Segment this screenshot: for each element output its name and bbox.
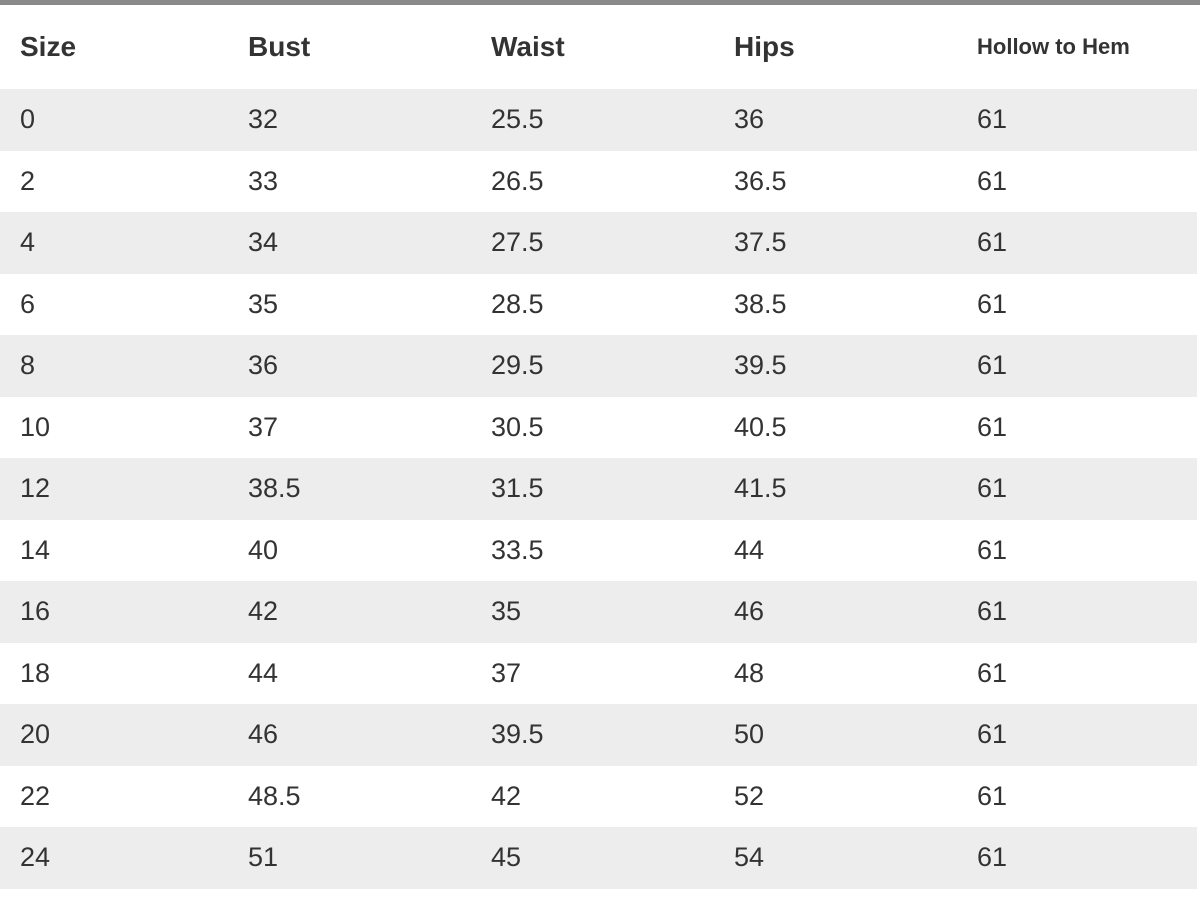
cell-bust: 40 (248, 534, 279, 565)
cell-bust: 42 (248, 596, 279, 627)
cell-size: 12 (20, 473, 51, 504)
cell-size: 22 (20, 780, 51, 811)
cell-waist: 30.5 (491, 411, 544, 442)
cell-waist: 26.5 (491, 165, 544, 196)
table-row: 0 32 25.5 36 61 (0, 89, 1197, 151)
cell-bust: 32 (248, 104, 279, 135)
cell-waist: 37 (491, 657, 522, 688)
table-row: 12 38.5 31.5 41.5 61 (0, 458, 1197, 520)
cell-size: 4 (20, 227, 36, 258)
cell-hips: 38.5 (734, 288, 787, 319)
cell-waist: 31.5 (491, 473, 544, 504)
cell-hips: 36.5 (734, 165, 787, 196)
table-row: 10 37 30.5 40.5 61 (0, 397, 1197, 459)
size-chart-table: Size Bust Waist Hips Hollow to Hem 0 32 25… (0, 5, 1197, 889)
cell-size: 18 (20, 657, 51, 688)
top-border (0, 0, 1200, 5)
cell-bust: 44 (248, 657, 279, 688)
cell-bust: 38.5 (248, 473, 301, 504)
cell-hollow-to-hem: 61 (977, 104, 1008, 135)
cell-bust: 51 (248, 842, 279, 873)
header-row: Size Bust Waist Hips Hollow to Hem (0, 5, 1197, 89)
cell-bust: 33 (248, 165, 279, 196)
cell-hips: 39.5 (734, 350, 787, 381)
cell-hips: 41.5 (734, 473, 787, 504)
cell-size: 6 (20, 288, 36, 319)
cell-hips: 50 (734, 719, 765, 750)
table-row: 20 46 39.5 50 61 (0, 704, 1197, 766)
cell-size: 2 (20, 165, 36, 196)
header-bust: Bust (248, 31, 311, 62)
cell-hollow-to-hem: 61 (977, 719, 1008, 750)
cell-waist: 28.5 (491, 288, 544, 319)
cell-hips: 46 (734, 596, 765, 627)
table-row: 16 42 35 46 61 (0, 581, 1197, 643)
cell-hollow-to-hem: 61 (977, 165, 1008, 196)
cell-hips: 37.5 (734, 227, 787, 258)
cell-size: 0 (20, 104, 36, 135)
table-row: 14 40 33.5 44 61 (0, 520, 1197, 582)
cell-hollow-to-hem: 61 (977, 534, 1008, 565)
cell-hips: 40.5 (734, 411, 787, 442)
cell-hips: 54 (734, 842, 765, 873)
cell-hollow-to-hem: 61 (977, 227, 1008, 258)
cell-waist: 33.5 (491, 534, 544, 565)
cell-waist: 39.5 (491, 719, 544, 750)
header-hollow-to-hem: Hollow to Hem (977, 34, 1130, 59)
cell-hollow-to-hem: 61 (977, 842, 1008, 873)
cell-bust: 36 (248, 350, 279, 381)
cell-bust: 34 (248, 227, 279, 258)
table-row: 2 33 26.5 36.5 61 (0, 151, 1197, 213)
cell-size: 14 (20, 534, 51, 565)
cell-hollow-to-hem: 61 (977, 288, 1008, 319)
cell-size: 16 (20, 596, 51, 627)
cell-size: 20 (20, 719, 51, 750)
cell-waist: 45 (491, 842, 522, 873)
cell-bust: 37 (248, 411, 279, 442)
cell-bust: 46 (248, 719, 279, 750)
cell-waist: 29.5 (491, 350, 544, 381)
cell-waist: 27.5 (491, 227, 544, 258)
header-waist: Waist (491, 31, 565, 62)
cell-hollow-to-hem: 61 (977, 657, 1008, 688)
table-row: 22 48.5 42 52 61 (0, 766, 1197, 828)
cell-waist: 25.5 (491, 104, 544, 135)
header-size: Size (20, 31, 77, 62)
cell-hollow-to-hem: 61 (977, 350, 1008, 381)
cell-waist: 35 (491, 596, 522, 627)
table-row: 24 51 45 54 61 (0, 827, 1197, 889)
table-row: 8 36 29.5 39.5 61 (0, 335, 1197, 397)
cell-hips: 52 (734, 780, 765, 811)
cell-hollow-to-hem: 61 (977, 411, 1008, 442)
cell-hollow-to-hem: 61 (977, 473, 1008, 504)
cell-hips: 48 (734, 657, 765, 688)
header-hips: Hips (734, 31, 795, 62)
cell-waist: 42 (491, 780, 522, 811)
cell-size: 24 (20, 842, 51, 873)
cell-size: 8 (20, 350, 36, 381)
cell-hips: 44 (734, 534, 765, 565)
table-row: 4 34 27.5 37.5 61 (0, 212, 1197, 274)
cell-hollow-to-hem: 61 (977, 780, 1008, 811)
cell-hollow-to-hem: 61 (977, 596, 1008, 627)
table-row: 18 44 37 48 61 (0, 643, 1197, 705)
cell-bust: 48.5 (248, 780, 301, 811)
cell-size: 10 (20, 411, 51, 442)
table-row: 6 35 28.5 38.5 61 (0, 274, 1197, 336)
cell-hips: 36 (734, 104, 765, 135)
cell-bust: 35 (248, 288, 279, 319)
